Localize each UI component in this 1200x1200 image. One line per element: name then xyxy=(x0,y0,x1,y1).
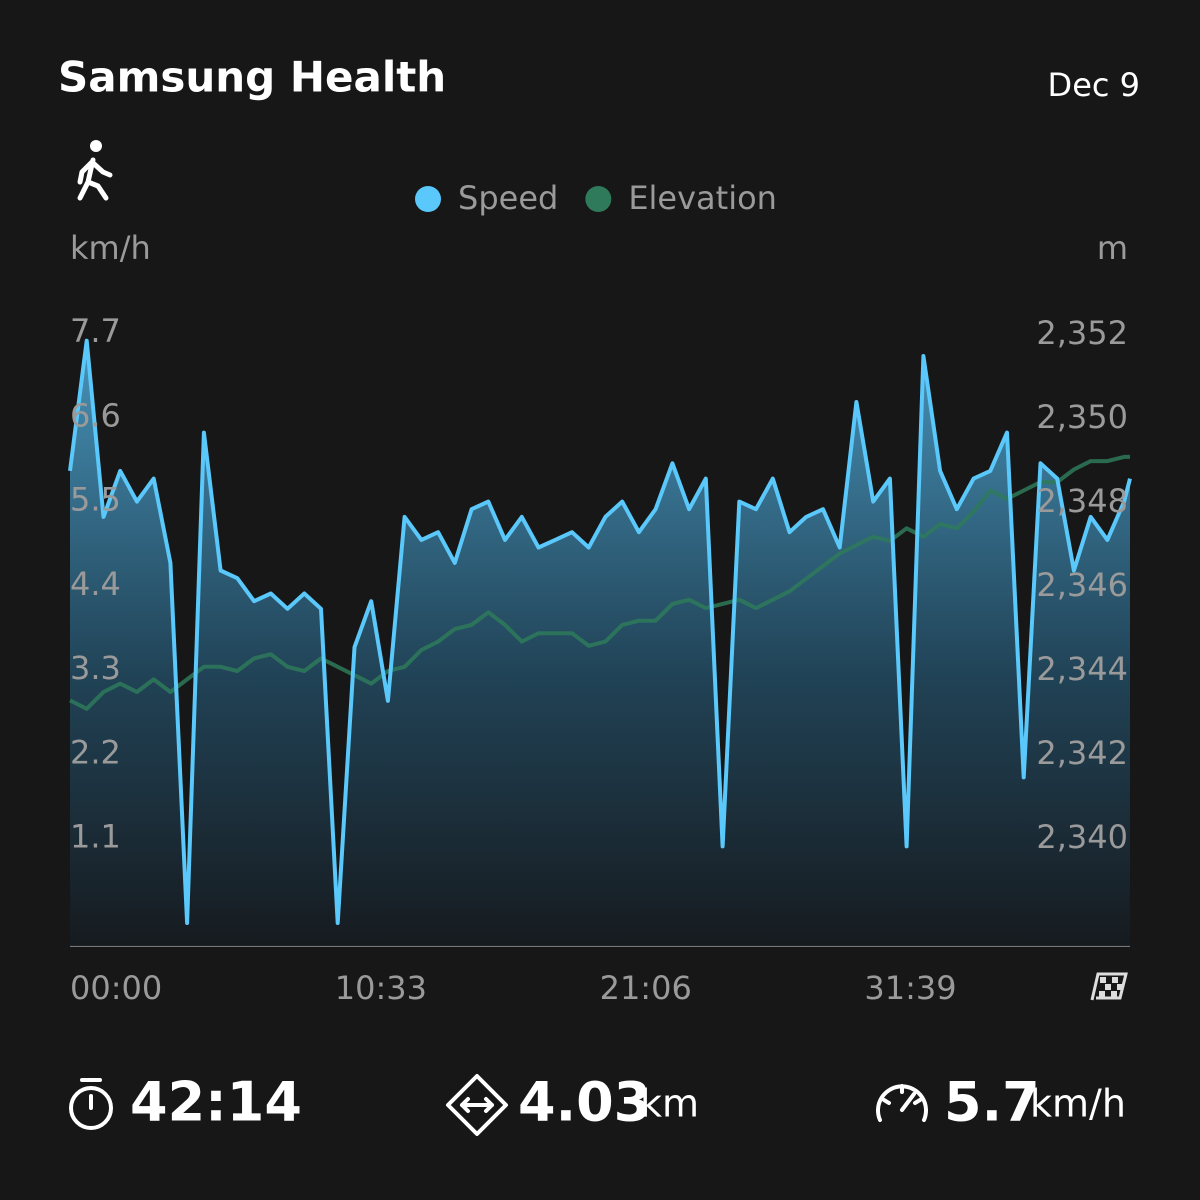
speed-unit: km/h xyxy=(1030,1082,1126,1126)
y-axis-label: km/h xyxy=(70,229,151,267)
y2-tick-label: 2,348 xyxy=(1036,482,1128,520)
y2-tick-label: 2,344 xyxy=(1036,650,1128,688)
duration: 42:14 xyxy=(130,1071,302,1134)
y2-tick-label: 2,342 xyxy=(1036,734,1128,772)
y2-tick-label: 2,352 xyxy=(1036,314,1128,352)
distance-unit: km xyxy=(640,1082,699,1126)
y2-tick-label: 2,346 xyxy=(1036,566,1128,604)
finish-flag-icon xyxy=(1090,972,1128,1001)
walk-icon xyxy=(77,140,113,201)
x-tick-label: 31:39 xyxy=(864,969,956,1007)
speed-icon xyxy=(876,1084,928,1122)
legend-marker xyxy=(585,186,612,212)
legend-label: Speed xyxy=(458,179,558,217)
y-tick-label: 6.6 xyxy=(70,396,121,434)
timer-icon xyxy=(69,1078,113,1130)
date: Dec 9 xyxy=(1048,66,1140,104)
app-title: Samsung Health xyxy=(58,53,446,102)
y-tick-label: 2.2 xyxy=(70,733,121,771)
x-tick-label: 21:06 xyxy=(600,969,692,1007)
y-tick-label: 1.1 xyxy=(70,818,121,856)
speed-line xyxy=(68,338,1132,925)
legend-label: Elevation xyxy=(628,179,777,217)
x-tick-label: 10:33 xyxy=(335,969,427,1007)
legend-marker xyxy=(415,186,441,212)
distance-icon xyxy=(446,1074,508,1136)
x-tick-label: 00:00 xyxy=(70,969,162,1007)
y-tick-label: 7.7 xyxy=(70,312,121,350)
y2-axis-label: m xyxy=(1097,229,1128,267)
y2-tick-label: 2,350 xyxy=(1036,398,1128,436)
y-tick-label: 5.5 xyxy=(70,481,121,519)
distance: 4.03 xyxy=(518,1071,651,1134)
y2-tick-label: 2,340 xyxy=(1036,818,1128,856)
elevation-line xyxy=(69,454,1130,711)
y-tick-label: 3.3 xyxy=(70,649,121,687)
speed: 5.7 xyxy=(944,1071,1040,1134)
y-tick-label: 4.4 xyxy=(70,565,121,603)
